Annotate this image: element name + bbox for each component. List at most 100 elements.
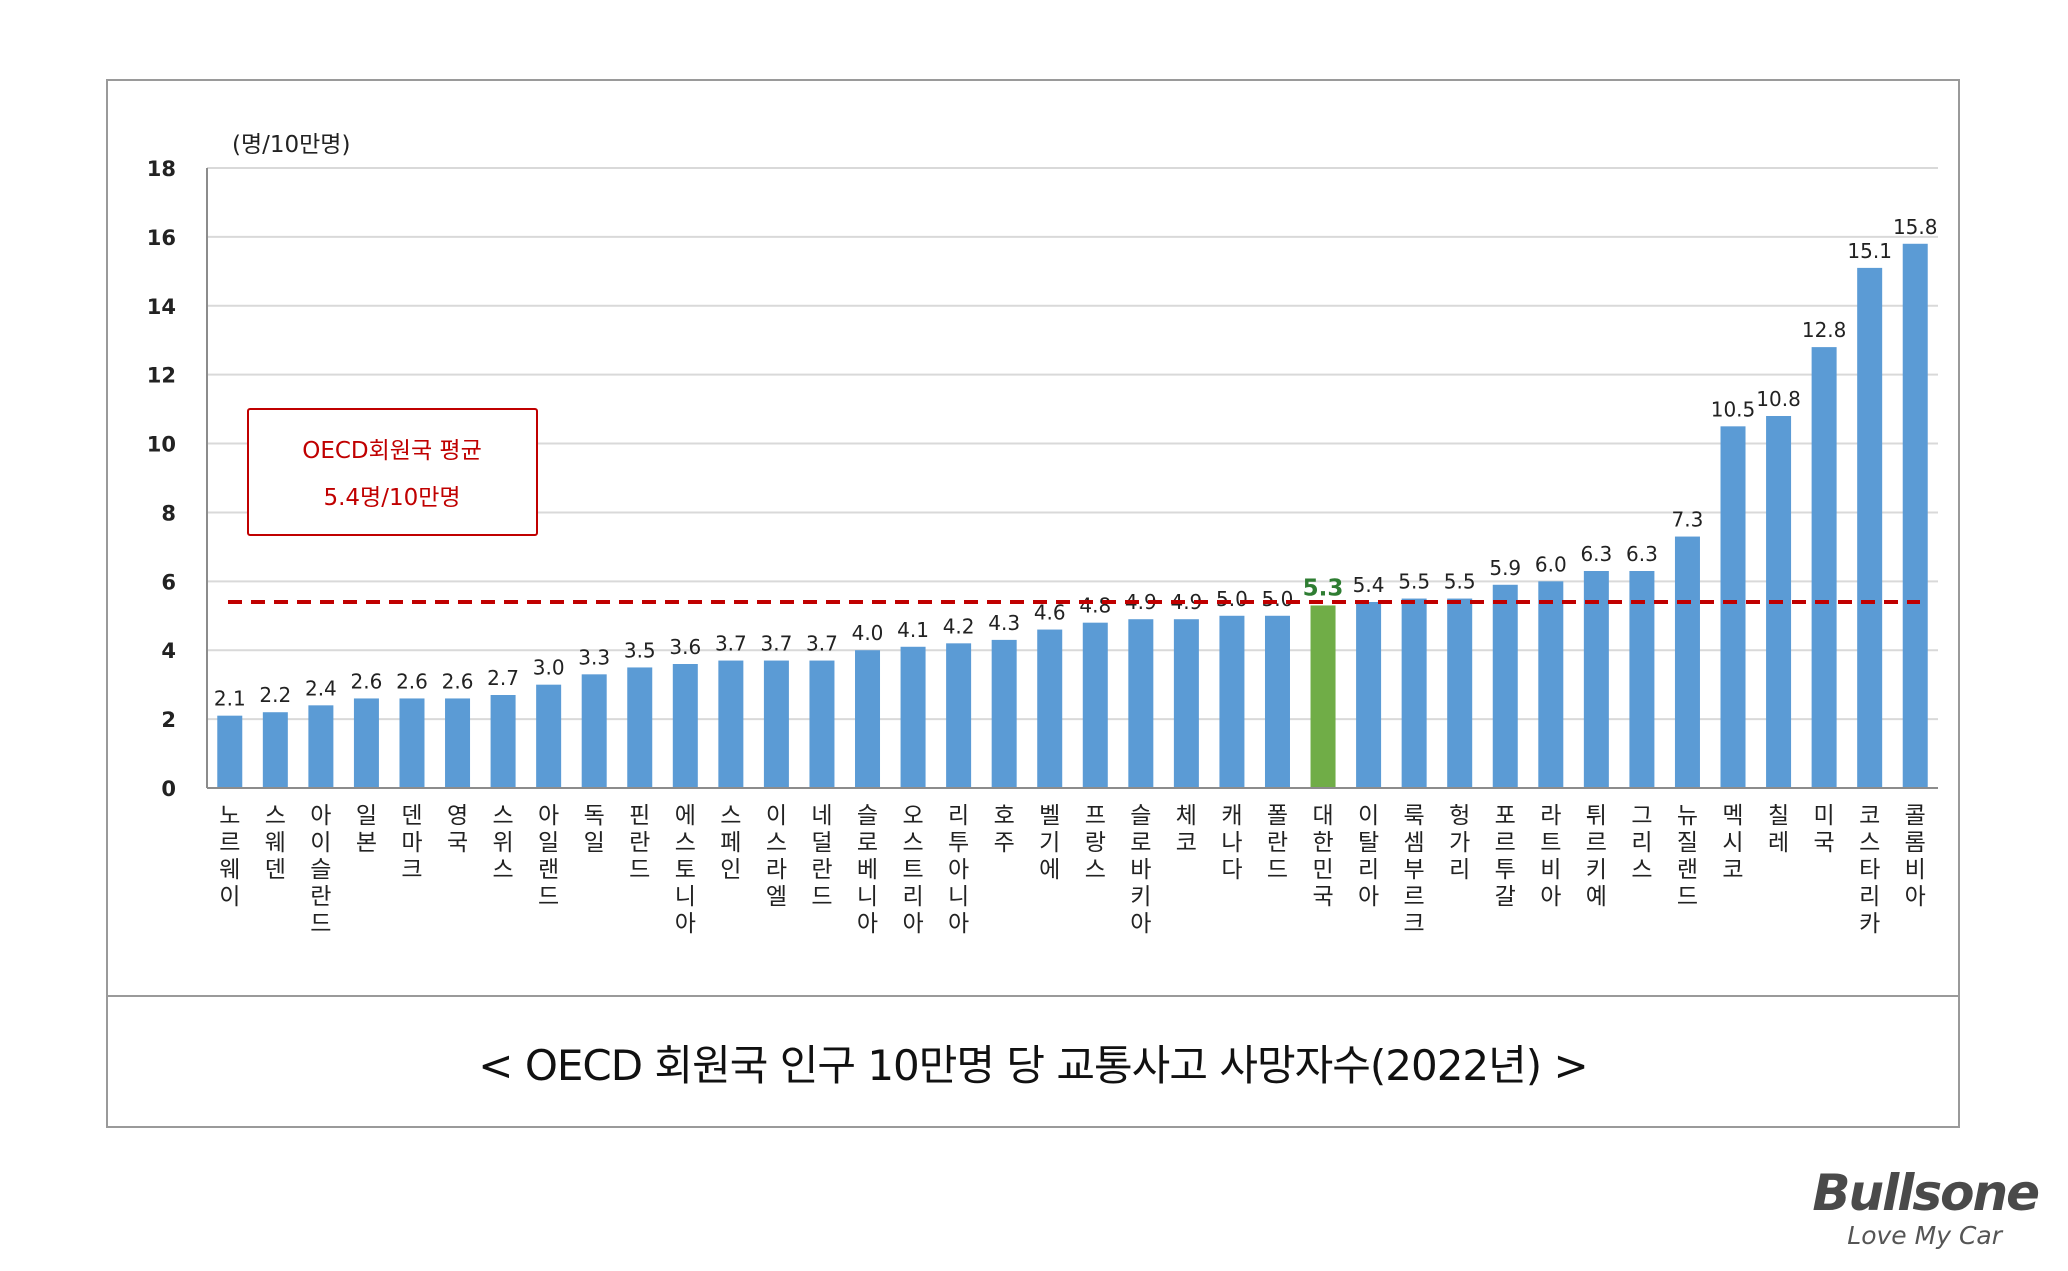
value-label-34: 10.5 xyxy=(1711,397,1756,421)
y-tick-label: 12 xyxy=(147,364,176,388)
average-annotation-box xyxy=(247,408,538,536)
value-labels: 2.1 2.2 2.4 2.6 2.6 2.6 2.7 3.0 3.3 3.5 3.6 3.7 3.7 3… xyxy=(214,215,1938,711)
bar-15 xyxy=(855,650,881,788)
value-label-13: 3.7 xyxy=(761,632,793,656)
value-label-35: 10.8 xyxy=(1756,387,1801,411)
bar-25 xyxy=(1310,605,1336,788)
bar-24 xyxy=(1264,615,1290,788)
average-reference: OECD회원국 평균 5.4명/10만명 xyxy=(228,408,1920,604)
value-label-11: 3.6 xyxy=(669,635,701,659)
logo-name: Bullsone xyxy=(1812,1164,2040,1222)
bar-7 xyxy=(490,695,516,788)
value-label-36: 12.8 xyxy=(1802,318,1847,342)
value-label-29: 5.9 xyxy=(1489,556,1521,580)
y-tick-label: 4 xyxy=(161,639,176,663)
bars xyxy=(217,243,1928,788)
value-label-4: 2.6 xyxy=(351,669,383,693)
bar-20 xyxy=(1082,622,1108,788)
value-label-16: 4.1 xyxy=(897,618,929,642)
value-label-8: 3.0 xyxy=(533,656,565,680)
value-label-7: 2.7 xyxy=(487,666,519,690)
bar-14 xyxy=(809,660,835,788)
value-label-15: 4.0 xyxy=(852,621,884,645)
value-label-33: 7.3 xyxy=(1672,508,1704,532)
bar-38 xyxy=(1902,243,1928,788)
value-label-26: 5.4 xyxy=(1353,573,1385,597)
value-label-38: 15.8 xyxy=(1893,215,1938,239)
value-label-25: 5.3 xyxy=(1303,575,1344,601)
bar-11 xyxy=(672,664,698,788)
value-label-1: 2.1 xyxy=(214,687,246,711)
bar-21 xyxy=(1128,619,1154,788)
brand-logo: Bullsone Love My Car xyxy=(1738,1164,2040,1251)
y-tick-label: 10 xyxy=(147,433,176,457)
y-tick-label: 8 xyxy=(161,501,176,525)
average-annotation-line-2: 5.4명/10만명 xyxy=(323,485,460,511)
bar-30 xyxy=(1538,581,1564,788)
bar-13 xyxy=(763,660,789,788)
bar-22 xyxy=(1173,619,1199,788)
value-label-30: 6.0 xyxy=(1535,552,1567,576)
bar-31 xyxy=(1583,571,1609,788)
average-annotation-line-1: OECD회원국 평균 xyxy=(302,438,482,464)
value-label-10: 3.5 xyxy=(624,638,656,662)
bar-12 xyxy=(718,660,744,788)
value-label-17: 4.2 xyxy=(943,614,975,638)
y-tick-label: 16 xyxy=(147,226,176,250)
value-label-32: 6.3 xyxy=(1626,542,1658,566)
logo-tagline: Love My Car xyxy=(1847,1221,2002,1250)
value-label-3: 2.4 xyxy=(305,676,337,700)
value-label-2: 2.2 xyxy=(259,683,291,707)
bar-2 xyxy=(262,712,288,788)
value-label-24: 5.0 xyxy=(1262,587,1294,611)
bar-34 xyxy=(1720,426,1746,788)
value-label-6: 2.6 xyxy=(442,669,474,693)
value-label-5: 2.6 xyxy=(396,669,428,693)
y-axis-unit-label: (명/10만명) xyxy=(232,132,350,158)
bar-10 xyxy=(627,667,653,788)
y-tick-label: 2 xyxy=(161,708,176,732)
chart-title: < OECD 회원국 인구 10만명 당 교통사고 사망자수(2022년) > xyxy=(478,1040,1588,1090)
bar-17 xyxy=(946,643,972,788)
bar-29 xyxy=(1492,584,1518,788)
bar-8 xyxy=(536,684,562,788)
bar-37 xyxy=(1857,267,1883,788)
y-tick-label: 18 xyxy=(147,157,176,181)
bar-27 xyxy=(1401,598,1427,788)
y-tick-label: 6 xyxy=(161,570,176,594)
x-axis-ticks: 노 르 웨 이 스 웨 덴 아 이 슬 란 드 일 본 덴 마 크 영 국 스 위 스 아 일 랜 드 독 일 핀 란 드 에 스 토 니 아 스 페 인 이… xyxy=(219,803,1926,937)
bar-33 xyxy=(1674,536,1700,788)
value-label-23: 5.0 xyxy=(1216,587,1248,611)
bar-18 xyxy=(991,639,1017,788)
value-label-12: 3.7 xyxy=(715,632,747,656)
